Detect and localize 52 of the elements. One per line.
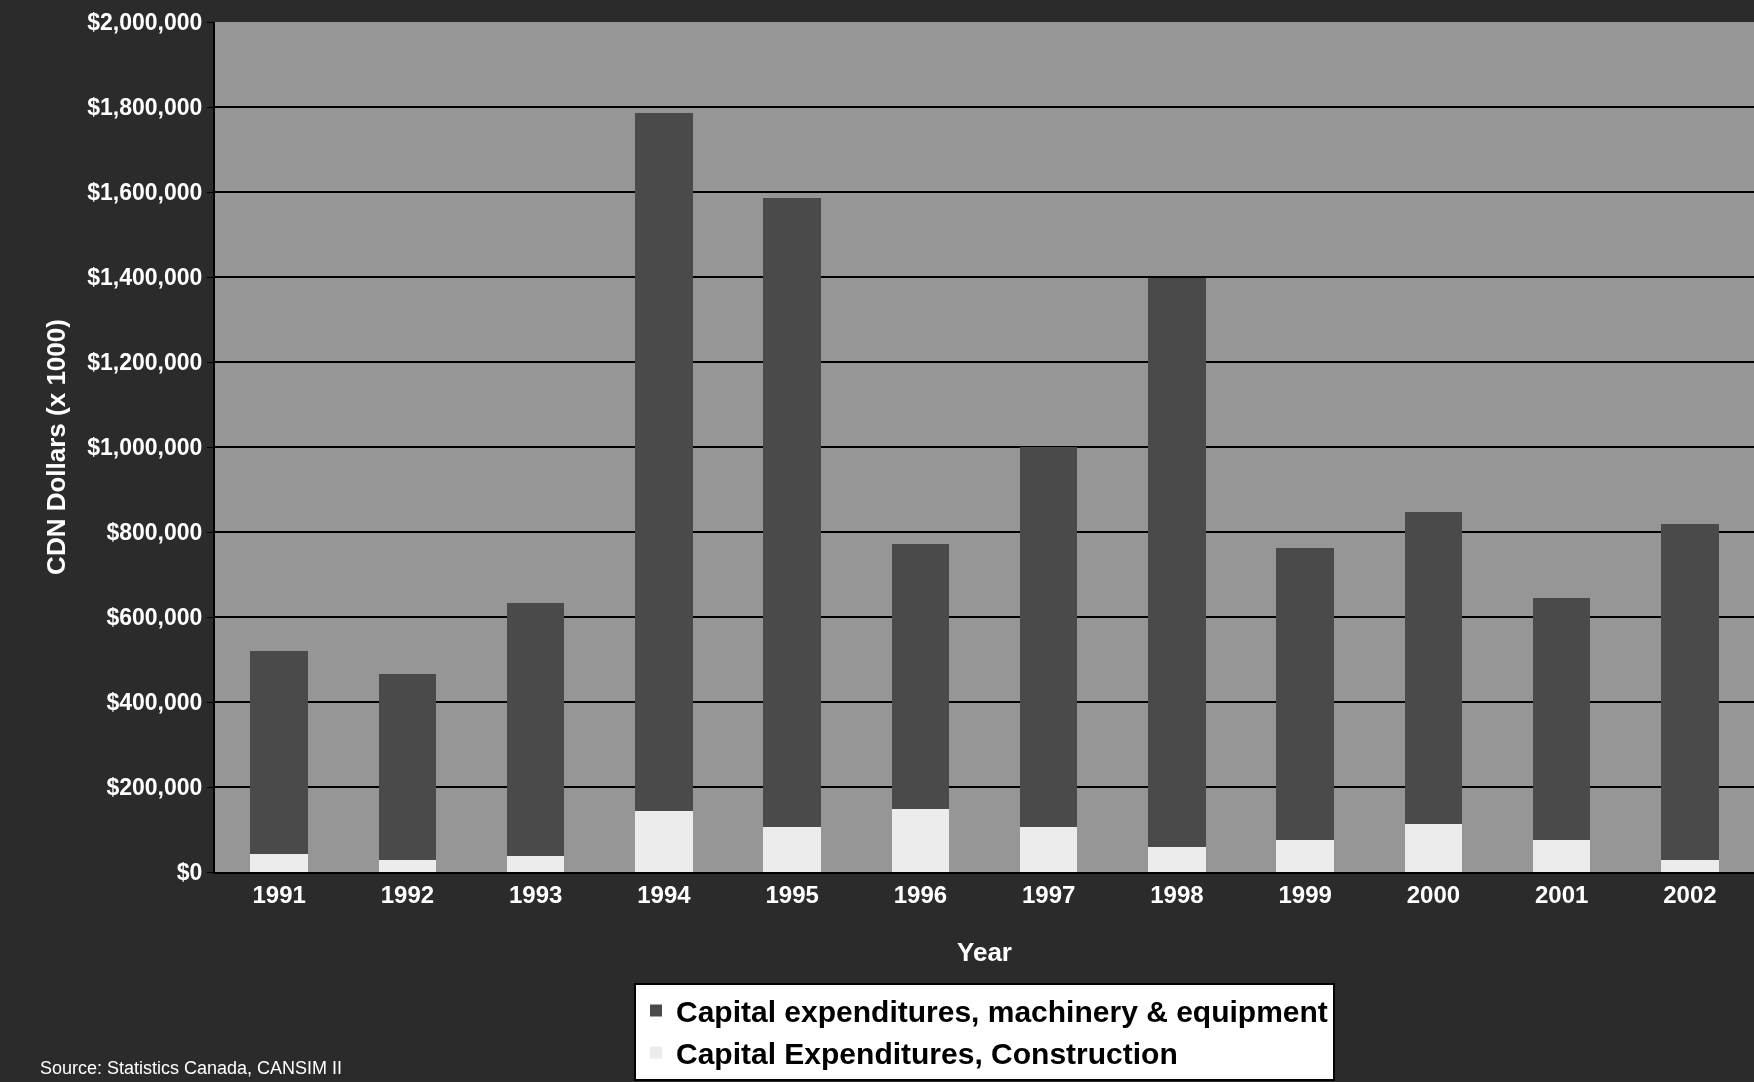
bar	[250, 854, 308, 872]
bar	[506, 856, 565, 872]
x-tick-label: 1997	[1021, 880, 1076, 908]
bar	[635, 810, 693, 872]
x-tick-label: 1992	[380, 880, 435, 908]
y-tick-label: $1,200,000	[87, 349, 203, 376]
y-tick-label: $2,000,000	[87, 9, 203, 36]
y-tick-label: $800,000	[106, 519, 203, 546]
bar	[1276, 839, 1334, 872]
y-tick-label: $1,800,000	[87, 94, 203, 121]
legend-label: Capital Expenditures, Construction	[676, 1037, 1178, 1071]
bar	[1148, 278, 1206, 848]
x-tick-label: 2001	[1534, 880, 1589, 908]
x-axis-title: Year	[957, 937, 1012, 967]
y-axis-title: CDN Dollars (x 1000)	[41, 319, 72, 575]
bar	[1404, 512, 1463, 824]
bar	[378, 673, 437, 860]
y-tick-label: $600,000	[106, 604, 203, 631]
bar	[891, 544, 950, 809]
x-tick-label: 1993	[508, 880, 563, 908]
y-tick-label: $0	[176, 859, 203, 886]
bar	[1404, 823, 1463, 872]
bar	[1661, 859, 1719, 872]
bar	[250, 651, 308, 855]
x-tick-label: 2002	[1663, 880, 1717, 908]
y-tick-label: $1,000,000	[87, 434, 203, 461]
bar	[1532, 839, 1591, 872]
x-tick-label: 1998	[1150, 880, 1204, 908]
bar	[1148, 847, 1206, 872]
bar	[1276, 547, 1334, 840]
bar	[1019, 447, 1078, 828]
x-tick-label: 1999	[1278, 880, 1332, 908]
y-tick-label: $400,000	[106, 689, 203, 716]
bar	[1661, 524, 1719, 860]
x-tick-label: 2000	[1406, 880, 1461, 908]
bar	[506, 602, 565, 857]
y-tick-label: $200,000	[106, 774, 203, 801]
x-tick-label: 1996	[893, 880, 948, 908]
bar	[891, 808, 950, 872]
x-tick-label: 1994	[637, 880, 692, 908]
y-tick-label: $1,400,000	[87, 264, 203, 291]
bar	[763, 197, 821, 827]
x-tick-label: 1991	[252, 880, 306, 908]
bar	[378, 859, 437, 872]
source-note: Source: Statistics Canada, CANSIM II	[40, 1058, 343, 1078]
legend-label: Capital expenditures, machinery & equipment	[676, 995, 1328, 1029]
bar	[635, 113, 693, 811]
x-tick-label: 1995	[765, 880, 819, 908]
bar	[1532, 597, 1591, 840]
bar	[1019, 827, 1078, 872]
bar	[763, 826, 821, 872]
y-tick-label: $1,600,000	[87, 179, 203, 206]
